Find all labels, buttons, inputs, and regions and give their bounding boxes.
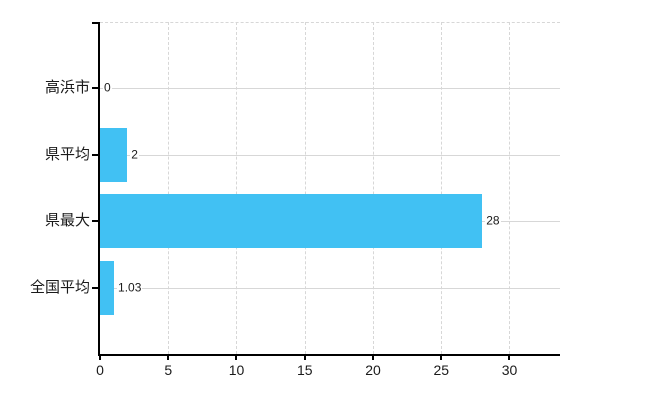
y-axis-end-tick bbox=[92, 22, 99, 24]
category-gridline bbox=[100, 88, 560, 90]
category-label: 県平均 bbox=[44, 145, 90, 163]
x-tick-label: 15 bbox=[296, 362, 313, 378]
x-tick-label: 20 bbox=[365, 362, 381, 378]
bar-value-label: 1.03 bbox=[117, 280, 143, 296]
x-gridline bbox=[441, 22, 443, 354]
x-tick-label: 30 bbox=[501, 362, 518, 378]
x-tick bbox=[371, 354, 374, 360]
x-axis bbox=[98, 354, 560, 356]
bar bbox=[100, 260, 115, 315]
y-tick bbox=[92, 153, 99, 156]
category-gridline bbox=[100, 287, 560, 289]
x-gridline bbox=[168, 22, 170, 354]
x-tick-label: 25 bbox=[433, 362, 450, 378]
plot-top-border bbox=[100, 22, 560, 23]
category-label: 高浜市 bbox=[44, 79, 90, 97]
x-tick-label: 5 bbox=[164, 362, 173, 378]
bar-value-label: 28 bbox=[485, 213, 501, 229]
x-tick-label: 10 bbox=[228, 362, 245, 378]
x-tick bbox=[235, 354, 238, 360]
x-gridline bbox=[304, 22, 306, 354]
x-gridline bbox=[372, 22, 374, 354]
x-tick bbox=[440, 354, 443, 360]
y-tick bbox=[92, 220, 99, 223]
category-label: 全国平均 bbox=[29, 278, 90, 296]
bar-value-label: 2 bbox=[130, 147, 139, 163]
category-label: 県最大 bbox=[44, 212, 90, 230]
category-gridline bbox=[100, 154, 560, 156]
bar-value-label: 0 bbox=[103, 80, 112, 96]
y-tick bbox=[92, 286, 99, 289]
y-tick bbox=[92, 87, 99, 90]
x-tick bbox=[508, 354, 511, 360]
y-axis bbox=[98, 22, 100, 356]
x-gridline bbox=[236, 22, 238, 354]
x-gridline bbox=[509, 22, 511, 354]
x-tick-label: 0 bbox=[96, 362, 104, 378]
bar bbox=[100, 127, 128, 182]
bar bbox=[100, 194, 483, 249]
x-tick bbox=[99, 354, 101, 360]
x-tick bbox=[303, 354, 306, 360]
x-tick bbox=[167, 354, 170, 360]
